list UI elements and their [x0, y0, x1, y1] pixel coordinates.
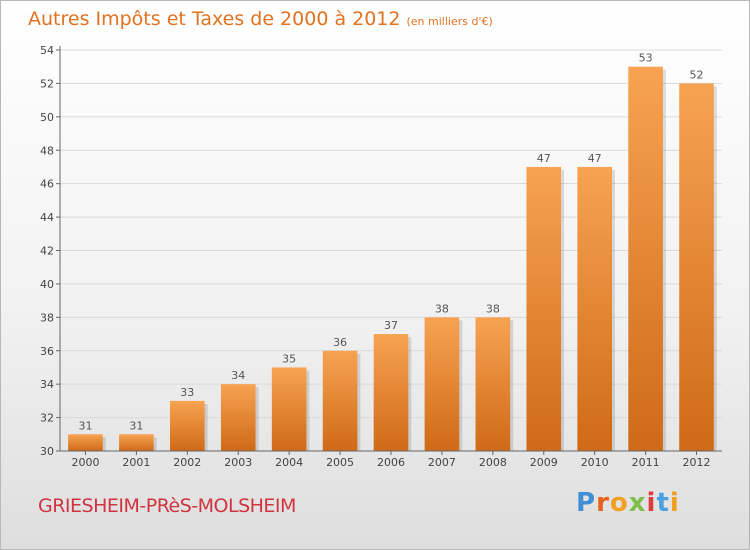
proxiti-logo: Proxiti: [576, 488, 680, 518]
value-label: 38: [486, 302, 500, 315]
chart-subtitle: (en milliers d'€): [406, 15, 493, 28]
x-tick-label: 2006: [377, 456, 405, 469]
bar-2003: [220, 384, 256, 451]
bar-2000: [68, 434, 103, 451]
logo-letter: i: [669, 488, 680, 518]
y-axis: 30 32 34 36 38 40 42 44 46 48 50 52 54: [40, 44, 61, 458]
y-tick-label: 50: [40, 111, 54, 124]
y-tick-label: 30: [40, 445, 54, 458]
chart-title: Autres Impôts et Taxes de 2000 à 2012 (en…: [28, 8, 493, 30]
bar-2005: [322, 350, 358, 451]
x-tick-label: 2001: [122, 456, 150, 469]
value-label: 52: [690, 68, 704, 81]
bar-2002: [169, 400, 205, 451]
x-tick-label: 2002: [173, 456, 201, 469]
y-tick-label: 34: [40, 378, 54, 391]
logo-letter: P: [576, 488, 597, 518]
logo-letter: i: [646, 488, 657, 518]
commune-name: GRIESHEIM-PRèS-MOLSHEIM: [38, 495, 296, 517]
x-axis: 2000 2001 2002 2003 2004 2005 2006 2007 2008 2009…: [60, 450, 722, 469]
value-label: 35: [282, 352, 296, 365]
bar-2010: [577, 166, 613, 452]
logo-letter: x: [628, 488, 647, 518]
x-tick-label: 2000: [71, 456, 99, 469]
y-tick-label: 44: [40, 211, 54, 224]
bar-2004: [271, 367, 307, 451]
x-tick-label: 2012: [683, 456, 711, 469]
y-tick-label: 52: [40, 77, 54, 90]
bar-2012: [679, 83, 714, 452]
y-tick-label: 32: [40, 412, 54, 425]
x-tick-label: 2005: [326, 456, 354, 469]
value-label: 36: [333, 336, 347, 349]
bar-2009: [526, 166, 562, 452]
logo-letter: o: [609, 488, 629, 518]
x-tick-label: 2010: [581, 456, 609, 469]
value-label: 47: [537, 152, 551, 165]
value-label: 37: [384, 319, 398, 332]
value-label: 34: [231, 369, 245, 382]
y-tick-label: 42: [40, 245, 54, 258]
x-tick-label: 2004: [275, 456, 303, 469]
x-tick-label: 2009: [530, 456, 558, 469]
x-tick-label: 2003: [224, 456, 252, 469]
value-label: 47: [588, 152, 602, 165]
x-tick-label: 2007: [428, 456, 456, 469]
bar-2011: [628, 66, 663, 451]
value-label: 31: [129, 419, 143, 432]
logo-letter: r: [596, 488, 610, 518]
bar-2008: [475, 317, 511, 451]
x-tick-label: 2008: [479, 456, 507, 469]
x-tick-label: 2011: [632, 456, 660, 469]
y-tick-label: 38: [40, 311, 54, 324]
y-tick-label: 54: [40, 44, 54, 57]
chart-title-text: Autres Impôts et Taxes de 2000 à 2012: [28, 8, 401, 30]
y-tick-label: 46: [40, 178, 54, 191]
bar-2006: [373, 334, 409, 451]
bar-2001: [119, 434, 154, 451]
value-label: 31: [78, 419, 92, 432]
value-label: 38: [435, 302, 449, 315]
value-label: 53: [639, 52, 653, 65]
bars: 31 31 33 34 35 36 37 38 38 47 47 53 52: [68, 52, 717, 452]
y-tick-label: 36: [40, 345, 54, 358]
logo-letter: t: [656, 488, 670, 518]
value-label: 33: [180, 386, 194, 399]
bar-2007: [424, 317, 460, 451]
y-tick-label: 40: [40, 278, 54, 291]
y-tick-label: 48: [40, 144, 54, 157]
